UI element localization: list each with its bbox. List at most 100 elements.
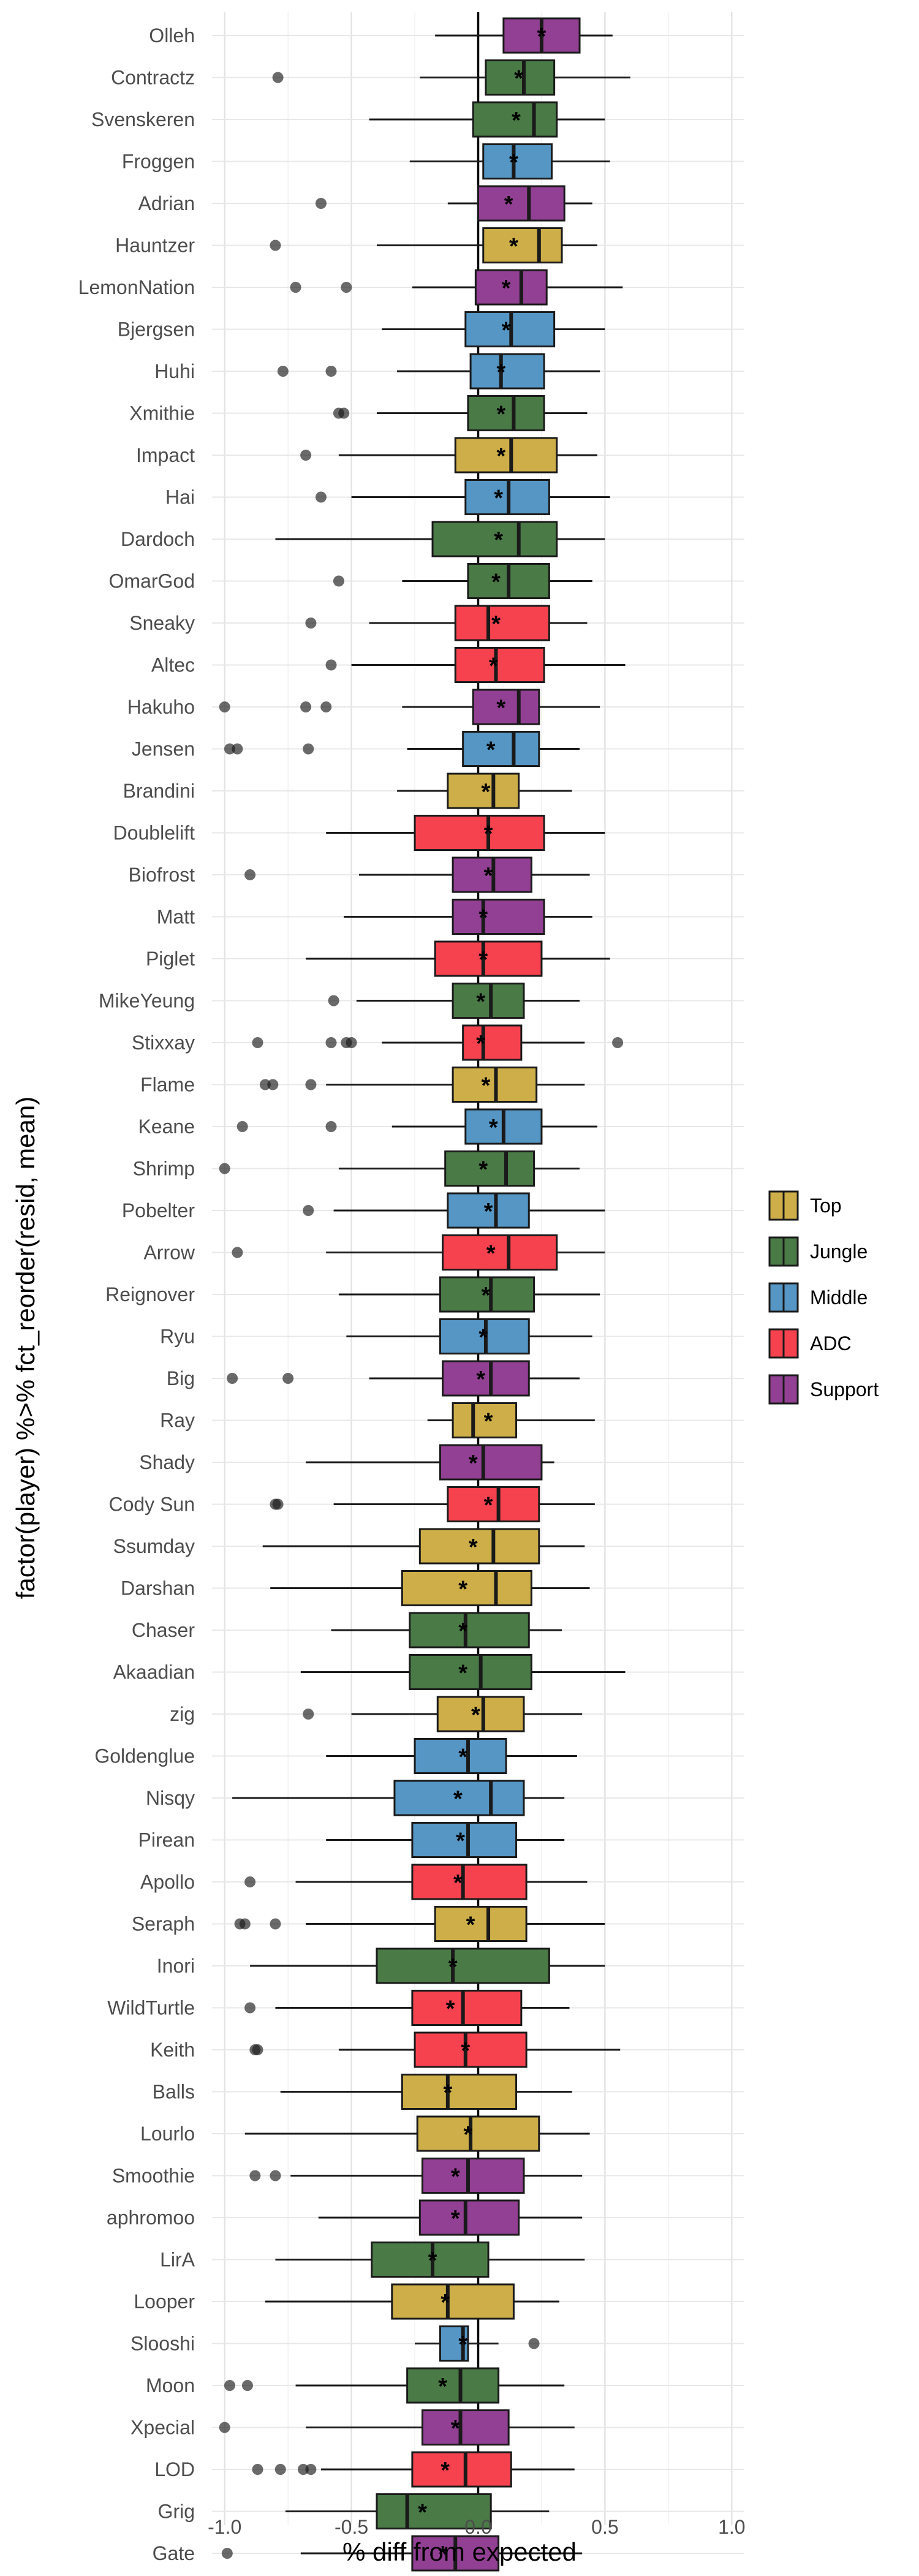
- mean-marker: *: [458, 1661, 467, 1686]
- iqr-box: [454, 605, 550, 641]
- y-tick-label: LirA: [160, 2249, 195, 2271]
- outlier-point: [300, 701, 312, 712]
- outlier-point: [300, 450, 312, 461]
- outlier-point: [252, 2464, 263, 2475]
- outlier-point: [303, 743, 314, 755]
- outlier-point: [305, 618, 317, 629]
- mean-marker: *: [514, 66, 523, 92]
- y-tick-label: Stixxay: [132, 1032, 195, 1054]
- iqr-box: [418, 1528, 540, 1565]
- mean-marker: *: [502, 318, 511, 344]
- boxes-layer: ****************************************…: [219, 17, 630, 2572]
- outlier-point: [612, 1037, 624, 1048]
- mean-marker: *: [494, 486, 503, 512]
- player-box-dardoch: *: [275, 521, 605, 557]
- mean-marker: *: [502, 276, 511, 301]
- player-box-sneaky: *: [305, 605, 588, 641]
- mean-marker: *: [453, 1786, 463, 1812]
- outlier-point: [232, 1247, 243, 1258]
- outlier-point: [221, 2548, 233, 2559]
- iqr-box: [469, 353, 545, 390]
- player-box-wildturtle: *: [244, 1990, 570, 2026]
- player-box-hakuho: *: [219, 689, 600, 725]
- iqr-box: [442, 1234, 558, 1271]
- mean-marker: *: [478, 1157, 488, 1183]
- y-tick-label: Balls: [153, 2081, 195, 2103]
- outlier-point: [270, 1918, 281, 1930]
- mean-marker: *: [464, 2122, 473, 2148]
- x-tick-label: -1.0: [208, 2516, 241, 2538]
- y-tick-label: Biofrost: [129, 864, 195, 886]
- iqr-box: [418, 2199, 520, 2236]
- iqr-box: [376, 2493, 492, 2529]
- y-tick-label: Huhi: [154, 360, 195, 382]
- outlier-point: [305, 2464, 317, 2475]
- y-tick-label: MikeYeung: [99, 990, 195, 1012]
- y-tick-label: Moon: [146, 2374, 195, 2397]
- outlier-point: [219, 701, 230, 712]
- y-tick-label: Hai: [165, 486, 195, 508]
- outlier-point: [325, 366, 337, 377]
- y-tick-label: Akaadian: [113, 1661, 195, 1683]
- legend-label: Support: [810, 1378, 879, 1400]
- mean-marker: *: [512, 108, 521, 134]
- player-box-seraph: *: [234, 1906, 605, 1942]
- player-box-hai: *: [315, 479, 610, 515]
- mean-marker: *: [484, 863, 493, 889]
- player-box-lourlo: *: [244, 2115, 590, 2152]
- mean-marker: *: [471, 1702, 480, 1728]
- outlier-point: [277, 366, 289, 377]
- y-tick-label: Apollo: [140, 1871, 195, 1893]
- iqr-box: [416, 2115, 540, 2152]
- iqr-box: [391, 2283, 515, 2320]
- mean-marker: *: [451, 2164, 460, 2190]
- outlier-point: [290, 282, 301, 293]
- player-box-adrian: *: [315, 185, 592, 222]
- outlier-point: [315, 198, 327, 209]
- y-tick-label: Jensen: [132, 738, 195, 760]
- mean-marker: *: [458, 1577, 467, 1603]
- outlier-point: [244, 2002, 256, 2014]
- outlier-point: [282, 1373, 294, 1384]
- outlier-point: [333, 575, 344, 587]
- iqr-box: [409, 1654, 532, 1690]
- legend-item-support: Support: [768, 1374, 879, 1405]
- y-tick-label: Impact: [136, 444, 195, 466]
- iqr-box: [414, 2031, 528, 2068]
- y-tick-label: Reignover: [105, 1283, 195, 1305]
- player-box-ryu: *: [346, 1318, 592, 1354]
- player-box-cody-sun: *: [270, 1486, 595, 1522]
- y-tick-label: Brandini: [123, 780, 195, 802]
- x-tick-label: 1.0: [718, 2516, 745, 2538]
- outlier-point: [244, 1876, 256, 1887]
- y-tick-label: WildTurtle: [107, 1997, 195, 2019]
- outlier-point: [325, 1037, 337, 1048]
- y-tick-label: Ryu: [160, 1326, 195, 1348]
- y-tick-label: Seraph: [132, 1913, 195, 1935]
- y-tick-label: Pirean: [138, 1829, 195, 1851]
- y-tick-label: Hauntzer: [115, 235, 195, 257]
- player-box-hauntzer: *: [270, 227, 597, 263]
- y-tick-label: Contractz: [111, 67, 195, 89]
- player-box-inori: *: [250, 1947, 605, 1984]
- outlier-point: [325, 659, 337, 671]
- mean-marker: *: [446, 1996, 455, 2022]
- y-tick-label: Altec: [151, 654, 195, 676]
- iqr-box: [482, 227, 563, 263]
- y-tick-label: Ray: [160, 1410, 195, 1432]
- iqr-box: [409, 1612, 530, 1649]
- iqr-box: [462, 731, 540, 767]
- iqr-box: [401, 1570, 532, 1606]
- mean-marker: *: [438, 2542, 447, 2567]
- iqr-box: [431, 521, 558, 557]
- player-box-ray: *: [427, 1402, 595, 1438]
- player-box-xpecial: *: [219, 2409, 575, 2446]
- y-tick-label: Bjergsen: [118, 319, 195, 341]
- mean-marker: *: [441, 2290, 450, 2316]
- outlier-point: [315, 491, 327, 503]
- legend-label: Jungle: [810, 1241, 868, 1263]
- y-tick-label: Adrian: [138, 192, 195, 214]
- y-tick-label: Dardoch: [121, 528, 195, 550]
